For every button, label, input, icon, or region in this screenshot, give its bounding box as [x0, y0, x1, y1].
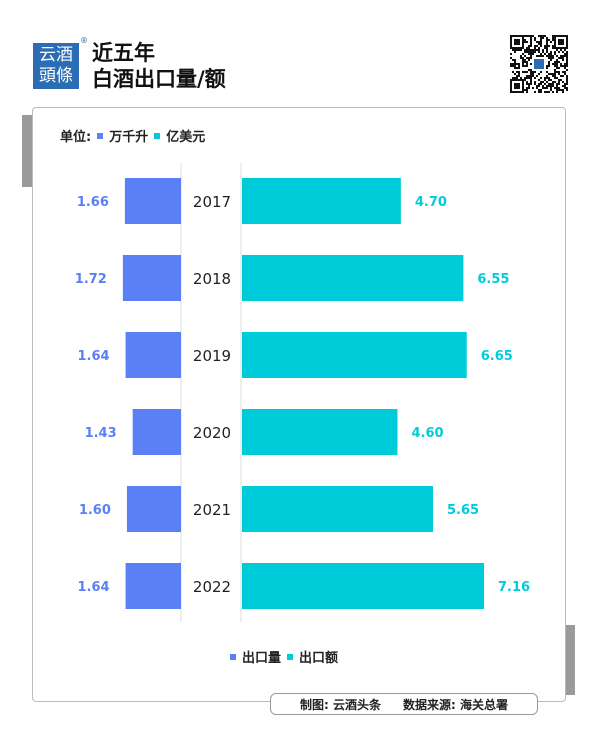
unit-label: 单位:: [60, 130, 92, 145]
qr-code: [510, 35, 568, 93]
legend-volume-swatch: [230, 653, 236, 660]
bar-value-2017: [242, 178, 401, 224]
volume-swatch: [97, 132, 104, 139]
volume-label-2022: 1.64: [77, 580, 109, 595]
volume-unit: 万千升: [109, 130, 149, 145]
registered-mark: ®: [80, 36, 88, 45]
year-label-2022: 2022: [193, 578, 231, 596]
title-line2: 白酒出口量/额: [92, 67, 226, 91]
bar-value-2022: [242, 563, 485, 609]
value-label-2019: 6.65: [481, 349, 513, 364]
bar-volume-2019: [125, 332, 181, 378]
value-label-2018: 6.55: [477, 272, 509, 287]
logo-line2: 頭條: [39, 66, 73, 86]
legend-value: 出口额: [299, 651, 339, 666]
volume-label-2017: 1.66: [77, 195, 109, 210]
volume-label-2018: 1.72: [75, 272, 107, 287]
year-label-2018: 2018: [193, 270, 231, 288]
value-label-2020: 4.60: [411, 426, 443, 441]
card-shadow-right: [566, 625, 575, 695]
title-line1: 近五年: [92, 41, 155, 65]
volume-label-2019: 1.64: [77, 349, 109, 364]
chart-legend: 出口量 出口额: [230, 647, 338, 666]
page-title: 近五年 白酒出口量/额: [92, 40, 226, 92]
data-source: 数据来源: 海关总署: [403, 697, 508, 712]
bar-volume-2021: [126, 486, 181, 532]
bar-volume-2022: [125, 563, 181, 609]
legend-value-swatch: [287, 653, 294, 660]
value-swatch: [154, 132, 161, 139]
volume-label-2021: 1.60: [79, 503, 111, 518]
value-label-2021: 5.65: [447, 503, 479, 518]
bar-value-2021: [242, 486, 433, 532]
bar-volume-2018: [122, 255, 181, 301]
bar-value-2019: [242, 332, 467, 378]
bar-value-2020: [242, 409, 398, 455]
year-label-2019: 2019: [193, 347, 231, 365]
year-label-2021: 2021: [193, 501, 231, 519]
made-by: 制图: 云酒头条: [300, 697, 381, 712]
bar-value-2018: [242, 255, 464, 301]
value-label-2017: 4.70: [415, 195, 447, 210]
bar-volume-2020: [132, 409, 181, 455]
year-label-2020: 2020: [193, 424, 231, 442]
volume-label-2020: 1.43: [85, 426, 117, 441]
unit-legend: 单位: 万千升 亿美元: [60, 126, 205, 145]
logo-line1: 云酒: [39, 45, 73, 65]
value-label-2022: 7.16: [498, 580, 530, 595]
footer-credits: 制图: 云酒头条 数据来源: 海关总署: [270, 693, 538, 715]
legend-volume: 出口量: [242, 651, 282, 666]
card-shadow-left: [22, 115, 33, 187]
logo: 云酒 頭條: [33, 43, 79, 89]
value-unit: 亿美元: [166, 130, 206, 145]
bar-volume-2017: [124, 178, 181, 224]
year-label-2017: 2017: [193, 193, 231, 211]
